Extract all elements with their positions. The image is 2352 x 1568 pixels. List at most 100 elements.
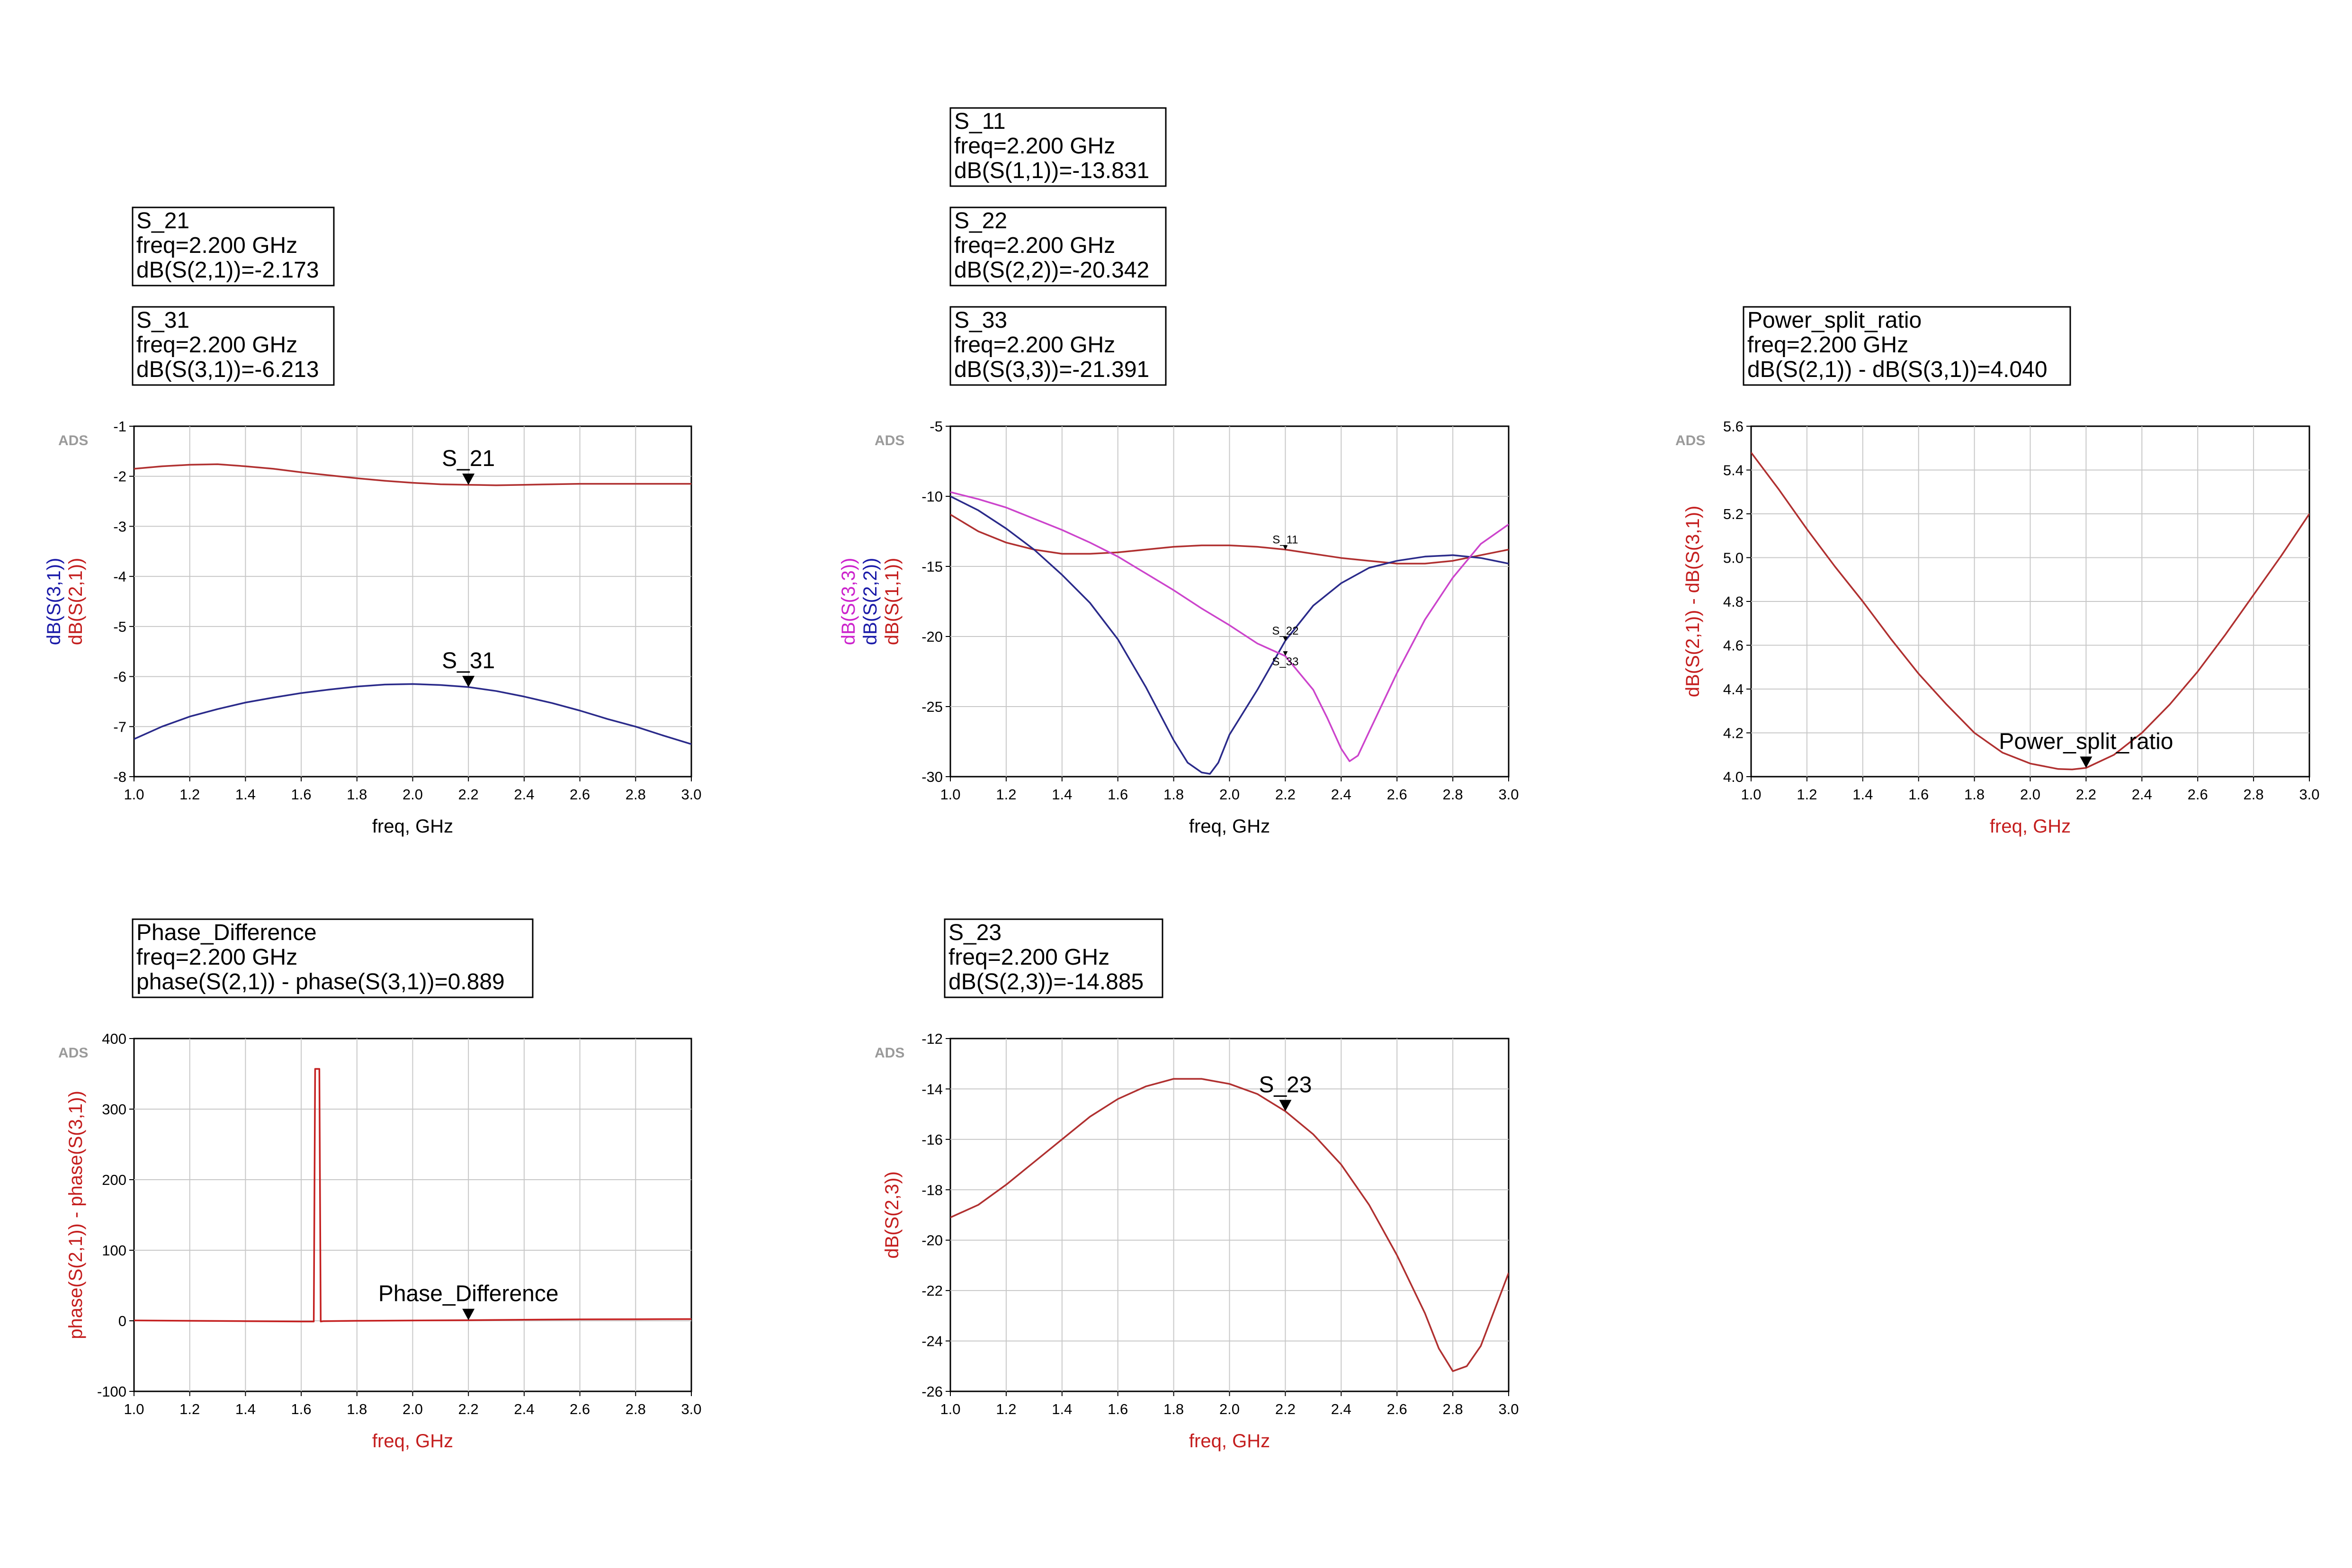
- trace-marker[interactable]: Phase_Difference: [378, 1281, 559, 1320]
- marker-label: S_22: [1272, 625, 1298, 637]
- y-tick-label: -20: [921, 628, 943, 645]
- marker-readout-line: freq=2.200 GHz: [1747, 332, 1908, 358]
- trace-marker[interactable]: S_21: [442, 446, 495, 485]
- series-trace-0: [1751, 452, 2309, 771]
- marker-label: Power_split_ratio: [1999, 729, 2173, 754]
- x-tick-label: 2.6: [570, 786, 590, 803]
- marker-readout-frame: [949, 206, 1167, 287]
- x-tick-label: 2.4: [1331, 786, 1351, 803]
- x-tick-label: 1.6: [1908, 786, 1929, 803]
- x-tick-label: 1.6: [291, 1401, 312, 1417]
- ads-badge: ADS: [58, 433, 88, 448]
- y-tick-label: 300: [102, 1101, 126, 1118]
- trace-marker[interactable]: S_31: [442, 648, 495, 688]
- y-tick-label: 5.6: [1723, 418, 1744, 435]
- x-tick-label: 1.4: [1052, 1401, 1072, 1417]
- marker-label: S_21: [442, 446, 495, 471]
- y-tick-label: 4.8: [1723, 593, 1744, 610]
- marker-readout-line: freq=2.200 GHz: [948, 945, 1109, 970]
- marker-readout-line: Power_split_ratio: [1747, 308, 1922, 333]
- marker-readout-line: freq=2.200 GHz: [954, 233, 1115, 258]
- x-tick-label: 1.6: [1108, 1401, 1128, 1417]
- y-tick-label: 4.6: [1723, 637, 1744, 654]
- marker-readout-line: S_21: [136, 208, 189, 233]
- x-tick-label: 2.6: [1387, 786, 1407, 803]
- x-tick-label: 2.2: [1275, 1401, 1296, 1417]
- y-tick-label: -10: [921, 488, 943, 505]
- y-tick-label: 4.2: [1723, 725, 1744, 742]
- x-tick-label: 1.8: [347, 786, 367, 803]
- y-tick-label: 4.4: [1723, 681, 1744, 698]
- marker-readout-line: S_11: [954, 109, 1006, 134]
- marker-triangle-icon: [462, 1308, 475, 1320]
- marker-readout-line: dB(S(3,1))=-6.213: [136, 357, 319, 382]
- ads-badge: ADS: [1675, 433, 1705, 448]
- marker-triangle-icon: [1283, 636, 1288, 642]
- x-tick-label: 2.0: [402, 1401, 423, 1417]
- x-tick-label: 3.0: [2299, 786, 2319, 803]
- y-tick-label: 5.0: [1723, 550, 1744, 566]
- x-tick-label: 2.4: [2132, 786, 2152, 803]
- ads-badge: ADS: [58, 1045, 88, 1061]
- marker-triangle-icon: [462, 474, 475, 485]
- marker-triangle-icon: [2080, 756, 2093, 768]
- x-axis-label: freq, GHz: [372, 1431, 453, 1452]
- x-tick-label: 1.0: [940, 786, 960, 803]
- y-axis-label: dB(S(1,1)): [882, 558, 903, 645]
- trace-marker[interactable]: S_23: [1259, 1073, 1312, 1111]
- y-tick-label: -4: [113, 568, 126, 585]
- marker-readout-line: dB(S(2,1))=-2.173: [136, 258, 319, 283]
- x-tick-label: 2.2: [2076, 786, 2096, 803]
- x-tick-label: 2.2: [1275, 786, 1296, 803]
- y-tick-label: -25: [921, 699, 943, 715]
- x-tick-label: 3.0: [1498, 1401, 1519, 1417]
- x-tick-label: 2.8: [1443, 786, 1463, 803]
- y-tick-label: -18: [921, 1182, 943, 1198]
- x-tick-label: 1.6: [1108, 786, 1128, 803]
- trace-marker[interactable]: S_11: [1272, 533, 1298, 550]
- x-tick-label: 1.2: [996, 786, 1016, 803]
- x-tick-label: 2.8: [626, 786, 646, 803]
- x-tick-label: 1.4: [235, 786, 256, 803]
- x-tick-label: 1.0: [124, 1401, 144, 1417]
- x-tick-label: 1.8: [347, 1401, 367, 1417]
- y-tick-label: 5.4: [1723, 462, 1744, 479]
- marker-label: S_11: [1272, 533, 1298, 546]
- trace-marker[interactable]: S_33: [1272, 651, 1298, 668]
- marker-readout-frame: [944, 918, 1163, 998]
- marker-readout-line: freq=2.200 GHz: [136, 945, 297, 970]
- x-tick-label: 2.4: [514, 1401, 534, 1417]
- y-axis-label: phase(S(2,1)) - phase(S(3,1)): [65, 1091, 86, 1339]
- y-tick-label: -3: [113, 518, 126, 535]
- marker-readout-line: Phase_Difference: [136, 920, 317, 945]
- marker-readout-line: dB(S(2,2))=-20.342: [954, 258, 1149, 283]
- x-tick-label: 1.2: [1797, 786, 1817, 803]
- series-trace-0: [950, 1078, 1509, 1372]
- marker-readout-line: dB(S(2,1)) - dB(S(3,1))=4.040: [1747, 357, 2048, 382]
- y-tick-label: -100: [97, 1383, 126, 1400]
- y-tick-label: 5.2: [1723, 506, 1744, 522]
- x-tick-label: 2.0: [402, 786, 423, 803]
- x-tick-label: 2.6: [2188, 786, 2208, 803]
- trace-marker[interactable]: S_22: [1272, 625, 1298, 642]
- y-tick-label: 4.0: [1723, 769, 1744, 785]
- trace-marker[interactable]: Power_split_ratio: [1999, 729, 2173, 768]
- series-trace-1: [134, 683, 691, 745]
- x-tick-label: 1.4: [1852, 786, 1873, 803]
- x-tick-label: 1.0: [124, 786, 144, 803]
- y-tick-label: -16: [921, 1131, 943, 1148]
- y-axis-label: dB(S(2,3)): [882, 1171, 903, 1259]
- y-tick-label: -2: [113, 468, 126, 485]
